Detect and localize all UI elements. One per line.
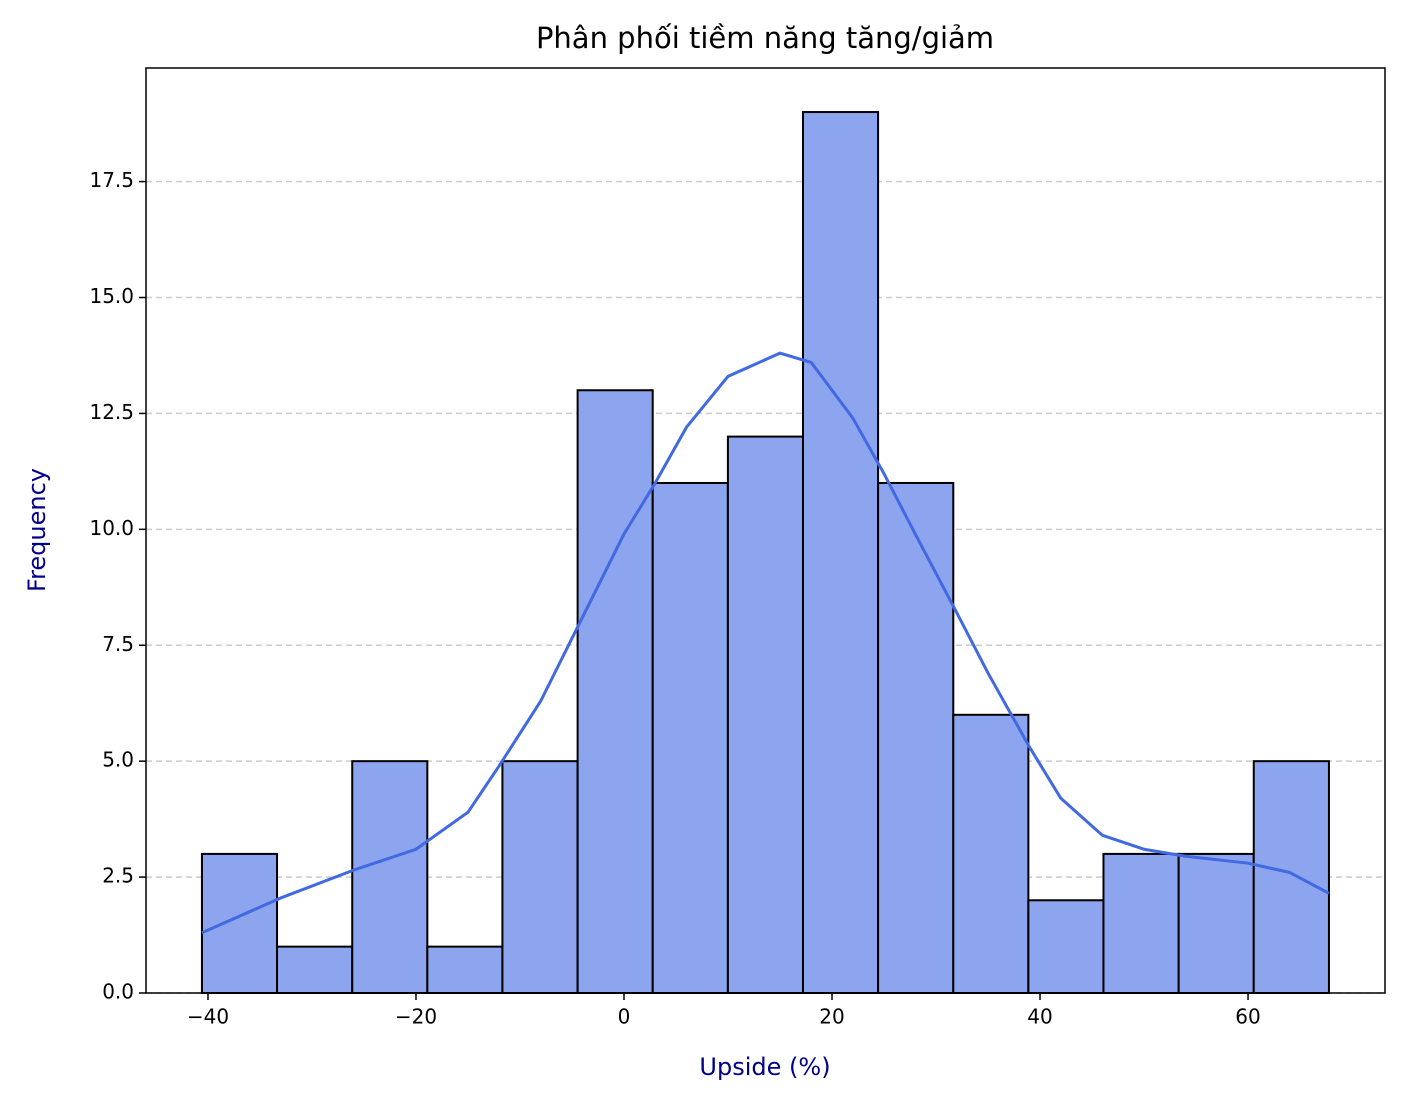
chart-title: Phân phối tiềm năng tăng/giảm [536,21,994,55]
bar [576,389,654,994]
kde-line [201,351,1330,935]
y-tick-label: 5.0 [102,748,134,772]
x-tick-label: −40 [187,1005,229,1029]
bar [726,435,804,994]
bar [1102,852,1180,995]
y-tick-label: 15.0 [89,284,134,308]
bar [426,945,504,995]
bar [1027,899,1105,995]
y-tick-label: 7.5 [102,632,134,656]
bar [276,945,354,995]
bar [651,481,729,994]
bar [200,852,279,995]
x-tick-label: 40 [1027,1005,1052,1029]
y-tick-label: 17.5 [89,168,134,192]
x-axis-label: Upside (%) [699,1053,830,1081]
bar [877,481,955,994]
y-tick-label: 12.5 [89,400,134,424]
bar [351,760,429,994]
y-tick-label: 0.0 [102,980,134,1004]
y-tick-label: 2.5 [102,864,134,888]
x-tick-label: 20 [819,1005,844,1029]
bar [801,111,880,995]
y-tick-label: 10.0 [89,516,134,540]
bar [501,760,579,994]
bar [1252,760,1330,994]
y-axis-label: Frequency [23,468,51,592]
bar [1177,852,1255,995]
x-tick-label: −20 [395,1005,437,1029]
x-tick-label: 0 [618,1005,631,1029]
bar [952,713,1030,994]
plot-frame [145,67,1386,994]
x-tick-label: 60 [1235,1005,1260,1029]
